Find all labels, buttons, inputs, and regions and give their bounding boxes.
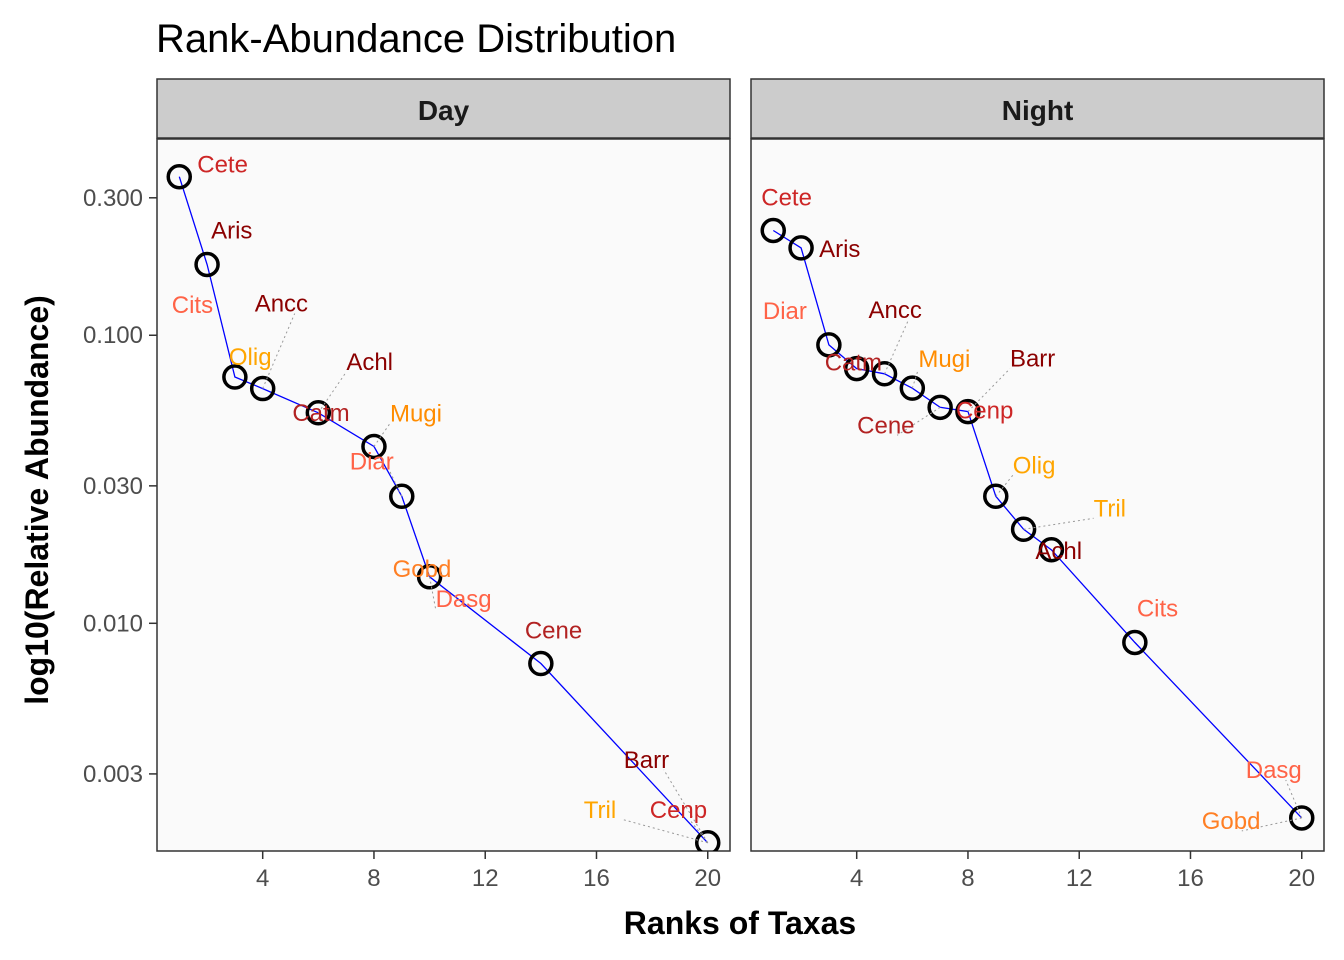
data-point (361, 433, 387, 460)
point-label: Catm (825, 350, 882, 377)
x-tick-label: 12 (472, 865, 499, 892)
data-point (222, 364, 248, 390)
facet-strip-label: Night (1002, 95, 1074, 126)
y-tick-label: 0.003 (83, 761, 143, 788)
x-tick-label: 20 (694, 865, 721, 892)
point-label: Cene (525, 618, 582, 645)
data-point (1288, 805, 1315, 831)
label-connector (896, 406, 941, 436)
facet-strip-label: Day (418, 95, 470, 126)
point-label: Cenp (650, 797, 707, 824)
data-point (788, 235, 814, 261)
label-connector (262, 313, 296, 389)
panel-background (750, 138, 1325, 852)
chart-title: Rank-Abundance Distribution (156, 17, 676, 61)
point-label: Ancc (869, 297, 922, 324)
point-label: Dasg (1246, 757, 1302, 784)
x-tick-label: 8 (961, 865, 974, 892)
data-point (955, 398, 981, 425)
facet-panels: Day 4 8 12 16 20 Cete Aris Olig Ancc Achl Catm Mugi D… (156, 78, 1325, 892)
label-connector (1285, 779, 1303, 819)
data-point (528, 650, 554, 677)
facet-strip (156, 78, 731, 139)
facet-strip (750, 78, 1325, 139)
panel-data: Cete Aris Olig Ancc Achl Catm Mugi Diar Dasg Gobd… (166, 152, 721, 851)
point-label: Cits (172, 292, 213, 319)
x-tick-label: 20 (1288, 865, 1315, 892)
label-connector (317, 371, 347, 414)
y-tick-label: 0.030 (83, 473, 143, 500)
data-point (843, 355, 870, 382)
point-label: Aris (211, 218, 252, 245)
y-tick-label: 0.300 (83, 185, 143, 212)
point-label: Cete (197, 152, 248, 179)
point-label: Barr (624, 747, 669, 774)
y-tick-label: 0.100 (83, 322, 143, 349)
label-connector (429, 576, 437, 609)
x-tick-label: 16 (583, 865, 610, 892)
point-label: Gobd (1202, 808, 1261, 835)
x-tick-label: 12 (1066, 865, 1093, 892)
data-point (927, 394, 953, 421)
x-tick-label: 4 (850, 865, 863, 892)
x-tick-label: 16 (1177, 865, 1204, 892)
point-label: Diar (350, 448, 394, 475)
point-label: Catm (292, 400, 349, 427)
point-label: Cits (1137, 595, 1178, 622)
data-point (1010, 516, 1037, 543)
point-label: Cenp (956, 398, 1013, 425)
y-tick-label: 0.010 (83, 610, 143, 637)
point-label: Achl (346, 349, 393, 376)
data-point (194, 251, 220, 278)
label-connector (967, 368, 1011, 412)
point-label: Mugi (918, 346, 970, 373)
x-tick-label: 8 (367, 865, 380, 892)
data-point (389, 483, 415, 510)
data-point (899, 375, 926, 401)
point-label: Achl (1035, 538, 1082, 565)
data-point (871, 361, 898, 387)
point-label: Ancc (255, 291, 308, 318)
point-label: Diar (763, 298, 807, 325)
data-point (1122, 629, 1148, 656)
point-label: Gobd (393, 556, 452, 583)
panel-background (156, 138, 731, 852)
series-line (178, 176, 709, 844)
point-label: Dasg (436, 586, 492, 613)
point-label: Mugi (390, 400, 442, 427)
data-point (166, 163, 193, 190)
point-label: Olig (1013, 452, 1056, 479)
panel-day: Day 4 8 12 16 20 Cete Aris Olig Ancc Achl Catm Mugi D… (156, 78, 731, 892)
x-axis-title: Ranks of Taxas (624, 905, 856, 941)
point-label: Tril (1094, 495, 1126, 522)
data-point (983, 483, 1009, 510)
data-point (760, 217, 787, 244)
y-axis-title: log10(Relative Abundance) (19, 295, 55, 705)
point-label: Aris (819, 236, 860, 263)
data-point (695, 830, 721, 851)
point-label: Barr (1010, 346, 1055, 373)
point-label: Tril (584, 797, 616, 824)
panel-night: Night 4 8 12 16 20 Cete Aris Diar Catm Ancc Mugi Cen… (750, 78, 1325, 892)
y-axis: 0.003 0.010 0.030 0.100 0.300 (83, 185, 157, 788)
data-point (416, 564, 443, 590)
data-point (249, 375, 276, 402)
data-point (816, 332, 842, 358)
label-connector (663, 769, 709, 844)
data-point (305, 400, 332, 426)
point-label: Olig (229, 344, 272, 371)
label-connector (1241, 817, 1302, 832)
point-label: Cete (761, 184, 812, 211)
label-connector (1023, 517, 1094, 530)
point-label: Cene (857, 412, 914, 439)
label-connector (911, 369, 919, 389)
x-tick-label: 4 (256, 865, 269, 892)
data-point (1038, 537, 1065, 563)
panel-data: Cete Aris Diar Catm Ancc Mugi Cene Cenp Barr Olig… (760, 184, 1315, 835)
